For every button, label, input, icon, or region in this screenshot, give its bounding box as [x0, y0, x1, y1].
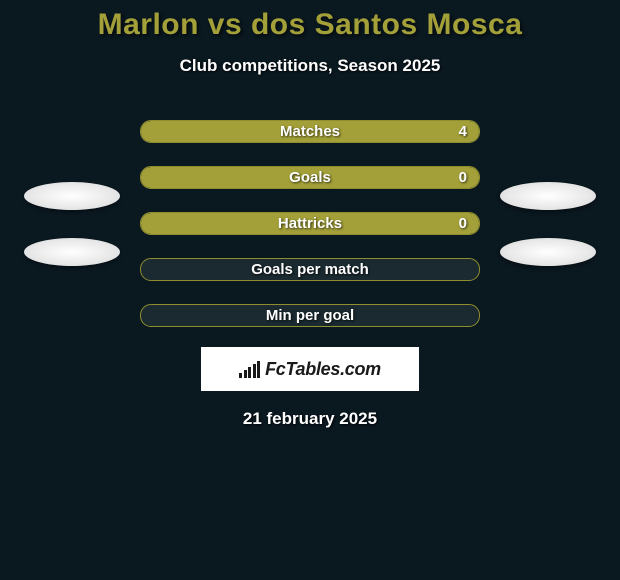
stat-row: Min per goal [140, 304, 480, 327]
stat-row: Matches4 [140, 120, 480, 143]
stat-label: Min per goal [141, 305, 479, 326]
right-badges-col [480, 182, 616, 266]
stat-value: 0 [459, 167, 467, 188]
bars-icon [239, 360, 261, 378]
stat-label: Goals per match [141, 259, 479, 280]
team-badge [500, 182, 596, 210]
stat-row: Goals per match [140, 258, 480, 281]
team-badge [24, 182, 120, 210]
date-text: 21 february 2025 [243, 409, 377, 429]
stat-row: Goals0 [140, 166, 480, 189]
team-badge [500, 238, 596, 266]
stat-row: Hattricks0 [140, 212, 480, 235]
stat-area: Matches4Goals0Hattricks0Goals per matchM… [4, 120, 616, 327]
page-subtitle: Club competitions, Season 2025 [180, 56, 441, 76]
team-badge [24, 238, 120, 266]
comparison-panel: Marlon vs dos Santos Mosca Club competit… [0, 0, 620, 429]
page-title: Marlon vs dos Santos Mosca [98, 8, 523, 42]
stat-rows: Matches4Goals0Hattricks0Goals per matchM… [140, 120, 480, 327]
stat-label: Goals [141, 167, 479, 188]
stat-label: Hattricks [141, 213, 479, 234]
brand-box[interactable]: FcTables.com [201, 347, 419, 391]
stat-value: 4 [459, 121, 467, 142]
left-badges-col [4, 182, 140, 266]
stat-value: 0 [459, 213, 467, 234]
stat-label: Matches [141, 121, 479, 142]
brand-text: FcTables.com [265, 359, 381, 380]
